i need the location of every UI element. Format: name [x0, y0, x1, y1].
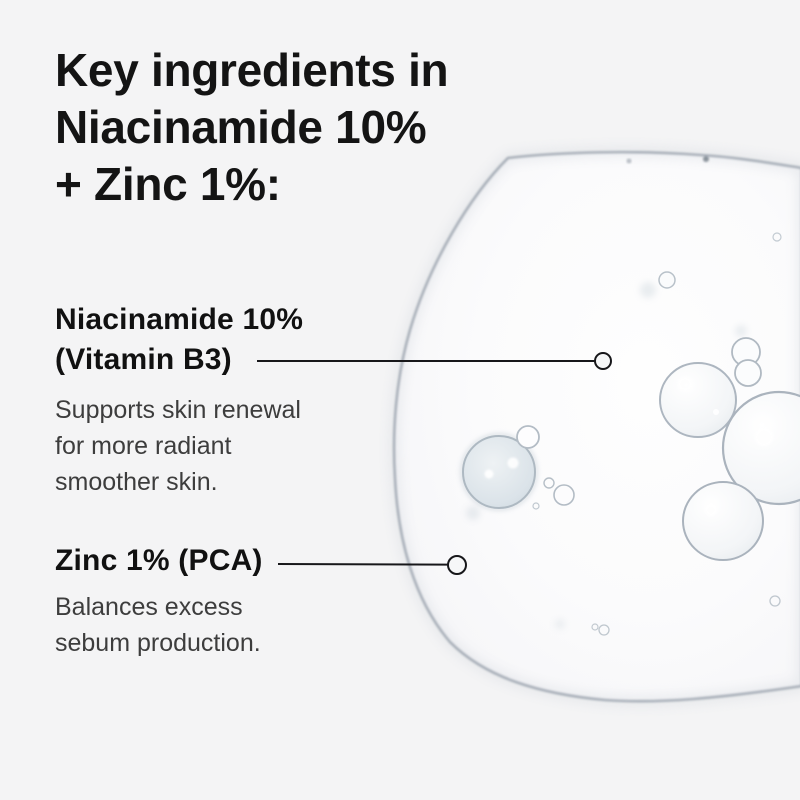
niacinamide-marker-circle	[594, 352, 612, 370]
niacinamide-callout-line	[257, 352, 612, 370]
bubble-cluster	[460, 232, 800, 636]
bubble-right-group	[659, 337, 800, 561]
niacinamide-heading: Niacinamide 10% (Vitamin B3)	[55, 303, 304, 376]
page-title: Key ingredients in Niacinamide 10% + Zin…	[55, 44, 449, 210]
zinc-heading: Zinc 1% (PCA)	[55, 544, 263, 577]
zinc-callout-line	[277, 555, 467, 575]
droplet-blob	[390, 148, 800, 705]
tiny-bubbles	[591, 232, 782, 636]
soft-specks	[466, 156, 747, 629]
zinc-marker-circle	[447, 555, 467, 575]
niacinamide-description: Supports skin renewal for more radiant s…	[55, 396, 301, 496]
callout-lines	[257, 352, 612, 575]
bubble-left-group	[460, 425, 575, 511]
zinc-description: Balances excess sebum production.	[55, 593, 261, 657]
